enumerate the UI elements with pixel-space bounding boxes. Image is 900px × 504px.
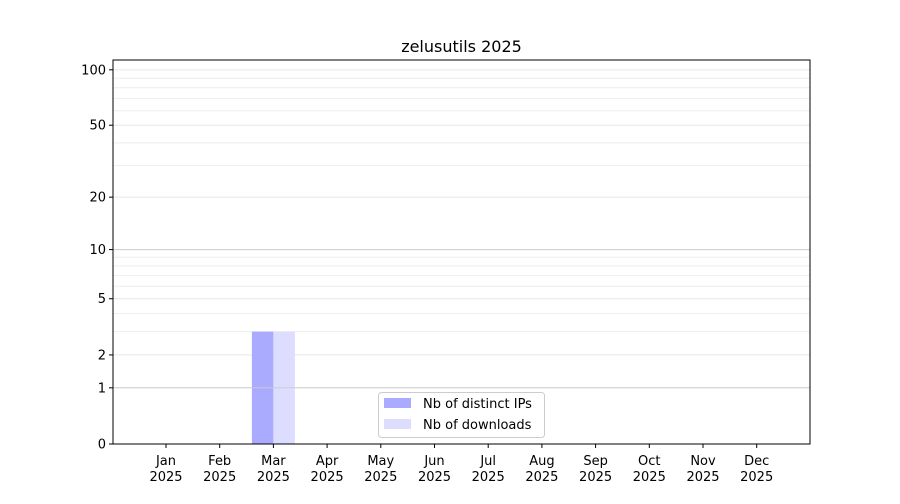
x-tick-label: Oct 2025 bbox=[633, 454, 666, 485]
x-tick-label-line: 2025 bbox=[472, 470, 505, 485]
x-tick-label-line: 2025 bbox=[149, 470, 182, 485]
x-tick-label-line: 2025 bbox=[364, 470, 397, 485]
x-tick-label-line: Jan bbox=[155, 454, 176, 469]
x-tick-label: May 2025 bbox=[364, 454, 397, 485]
y-tick-label: 50 bbox=[89, 119, 106, 134]
major-gridlines bbox=[113, 249, 810, 389]
legend-label: Nb of downloads bbox=[423, 418, 532, 433]
x-tick-label: Dec 2025 bbox=[740, 454, 773, 485]
x-tick-label: Jul 2025 bbox=[472, 454, 505, 485]
x-tick-label-line: Mar bbox=[261, 454, 286, 469]
x-tick-label-line: Apr bbox=[316, 454, 339, 469]
legend: Nb of distinct IPs Nb of downloads bbox=[378, 392, 545, 438]
y-tick-label: 10 bbox=[89, 243, 106, 258]
y-tick-label: 0 bbox=[98, 438, 106, 453]
x-tick-label-line: Oct bbox=[638, 454, 660, 469]
x-tick-label: Sep 2025 bbox=[579, 454, 612, 485]
x-tick-label-line: Feb bbox=[208, 454, 231, 469]
y-tick-label: 20 bbox=[89, 191, 106, 206]
legend-box bbox=[378, 392, 545, 438]
x-tick-label-line: Aug bbox=[529, 454, 554, 469]
y-axis: 0 1 2 5 10 20 50 100 bbox=[81, 63, 113, 453]
y-tick-label: 1 bbox=[98, 381, 106, 396]
x-tick-label-line: 2025 bbox=[257, 470, 290, 485]
legend-swatch bbox=[384, 419, 411, 429]
x-tick-label: Aug 2025 bbox=[525, 454, 558, 485]
x-tick-label: Jan 2025 bbox=[149, 454, 182, 485]
legend-label: Nb of distinct IPs bbox=[423, 397, 532, 412]
x-tick-label: Mar 2025 bbox=[257, 454, 290, 485]
x-tick-label-line: 2025 bbox=[311, 470, 344, 485]
x-tick-label-line: 2025 bbox=[203, 470, 236, 485]
x-tick-label-line: 2025 bbox=[418, 470, 451, 485]
x-tick-label-line: May bbox=[367, 454, 394, 469]
y-tick-label: 5 bbox=[98, 292, 106, 307]
x-tick-label: Apr 2025 bbox=[311, 454, 344, 485]
x-tick-label-line: 2025 bbox=[525, 470, 558, 485]
x-tick-label-line: 2025 bbox=[686, 470, 719, 485]
x-tick-label-line: Sep bbox=[583, 454, 608, 469]
x-tick-label-line: 2025 bbox=[633, 470, 666, 485]
x-tick-label-line: Dec bbox=[744, 454, 769, 469]
x-tick-label: Nov 2025 bbox=[686, 454, 719, 485]
x-tick-label-line: 2025 bbox=[740, 470, 773, 485]
x-tick-label-line: 2025 bbox=[579, 470, 612, 485]
x-tick-label: Feb 2025 bbox=[203, 454, 236, 485]
x-tick-label: Jun 2025 bbox=[418, 454, 451, 485]
chart-title: zelusutils 2025 bbox=[401, 37, 522, 56]
x-tick-label-line: Jul bbox=[479, 454, 496, 469]
y-tick-label: 2 bbox=[98, 348, 106, 363]
x-tick-label-line: Jun bbox=[423, 454, 444, 469]
plot-frame bbox=[112, 59, 811, 445]
legend-swatch bbox=[384, 398, 411, 408]
x-tick-label-line: Nov bbox=[690, 454, 716, 469]
y-tick-label: 100 bbox=[81, 63, 106, 78]
